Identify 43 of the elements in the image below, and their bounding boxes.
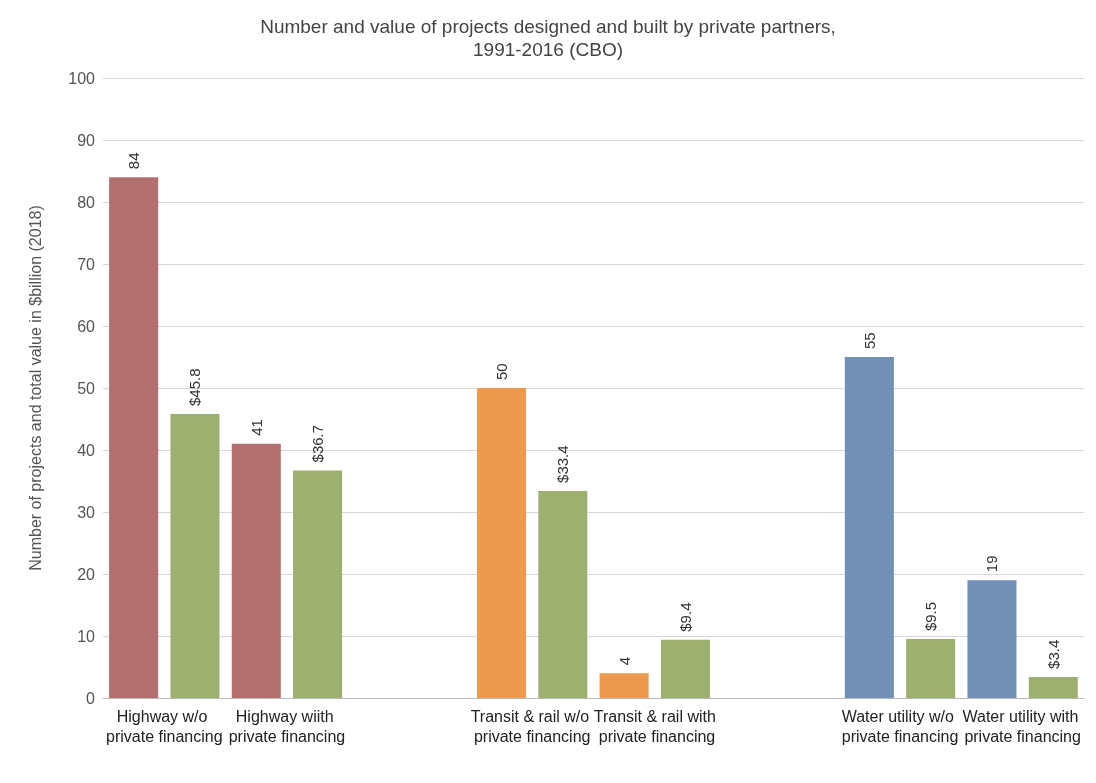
bar	[967, 580, 1017, 698]
bar	[1028, 676, 1078, 698]
bar	[538, 490, 588, 698]
y-tick-label: 40	[77, 441, 96, 459]
bar	[109, 177, 159, 698]
bar	[660, 639, 710, 698]
data-label: $9.5	[922, 601, 940, 632]
bar	[293, 470, 343, 698]
data-label: 19	[983, 555, 1001, 573]
chart-title: Number and value of projects designed and built by private partners, 1991-2016 (CBO)	[260, 16, 836, 60]
data-label: 4	[615, 656, 633, 666]
y-tick-label: 90	[77, 131, 96, 149]
data-label: $3.4	[1044, 639, 1062, 669]
y-tick-label: 0	[86, 689, 96, 707]
bar	[599, 673, 649, 698]
data-label: $9.4	[676, 602, 694, 632]
x-tick-label: Highway w/o private financing	[106, 707, 223, 745]
y-tick-label: 100	[68, 69, 96, 87]
x-tick-label: Water utility w/o private financing	[841, 707, 959, 745]
y-axis-title: Number of projects and total value in $billion (2018)	[26, 205, 44, 571]
bar	[170, 414, 220, 698]
y-tick-label: 10	[77, 627, 96, 645]
bar	[231, 443, 281, 698]
y-tick-label: 80	[77, 193, 96, 211]
bar	[476, 388, 527, 698]
y-tick-label: 50	[77, 379, 96, 397]
x-tick-label: Transit & rail with private financing	[593, 707, 716, 745]
y-tick-label: 20	[77, 565, 96, 583]
y-tick-label: 30	[77, 503, 96, 521]
bar	[844, 357, 894, 698]
data-label: 41	[247, 419, 265, 436]
x-tick-label: Highway wiith private financing	[228, 707, 346, 745]
x-tick-label: Transit & rail w/o private financing	[470, 707, 594, 745]
data-label: $33.4	[554, 445, 572, 483]
y-tick-label: 60	[77, 317, 96, 335]
data-label: 84	[125, 152, 143, 170]
x-tick-label: Water utility with private financing	[962, 707, 1083, 745]
data-label: $36.7	[309, 424, 327, 463]
bar	[906, 639, 956, 698]
data-label: $45.8	[186, 368, 204, 407]
data-label: 55	[860, 332, 878, 349]
data-label: 50	[493, 363, 511, 380]
y-tick-label: 70	[77, 255, 96, 273]
